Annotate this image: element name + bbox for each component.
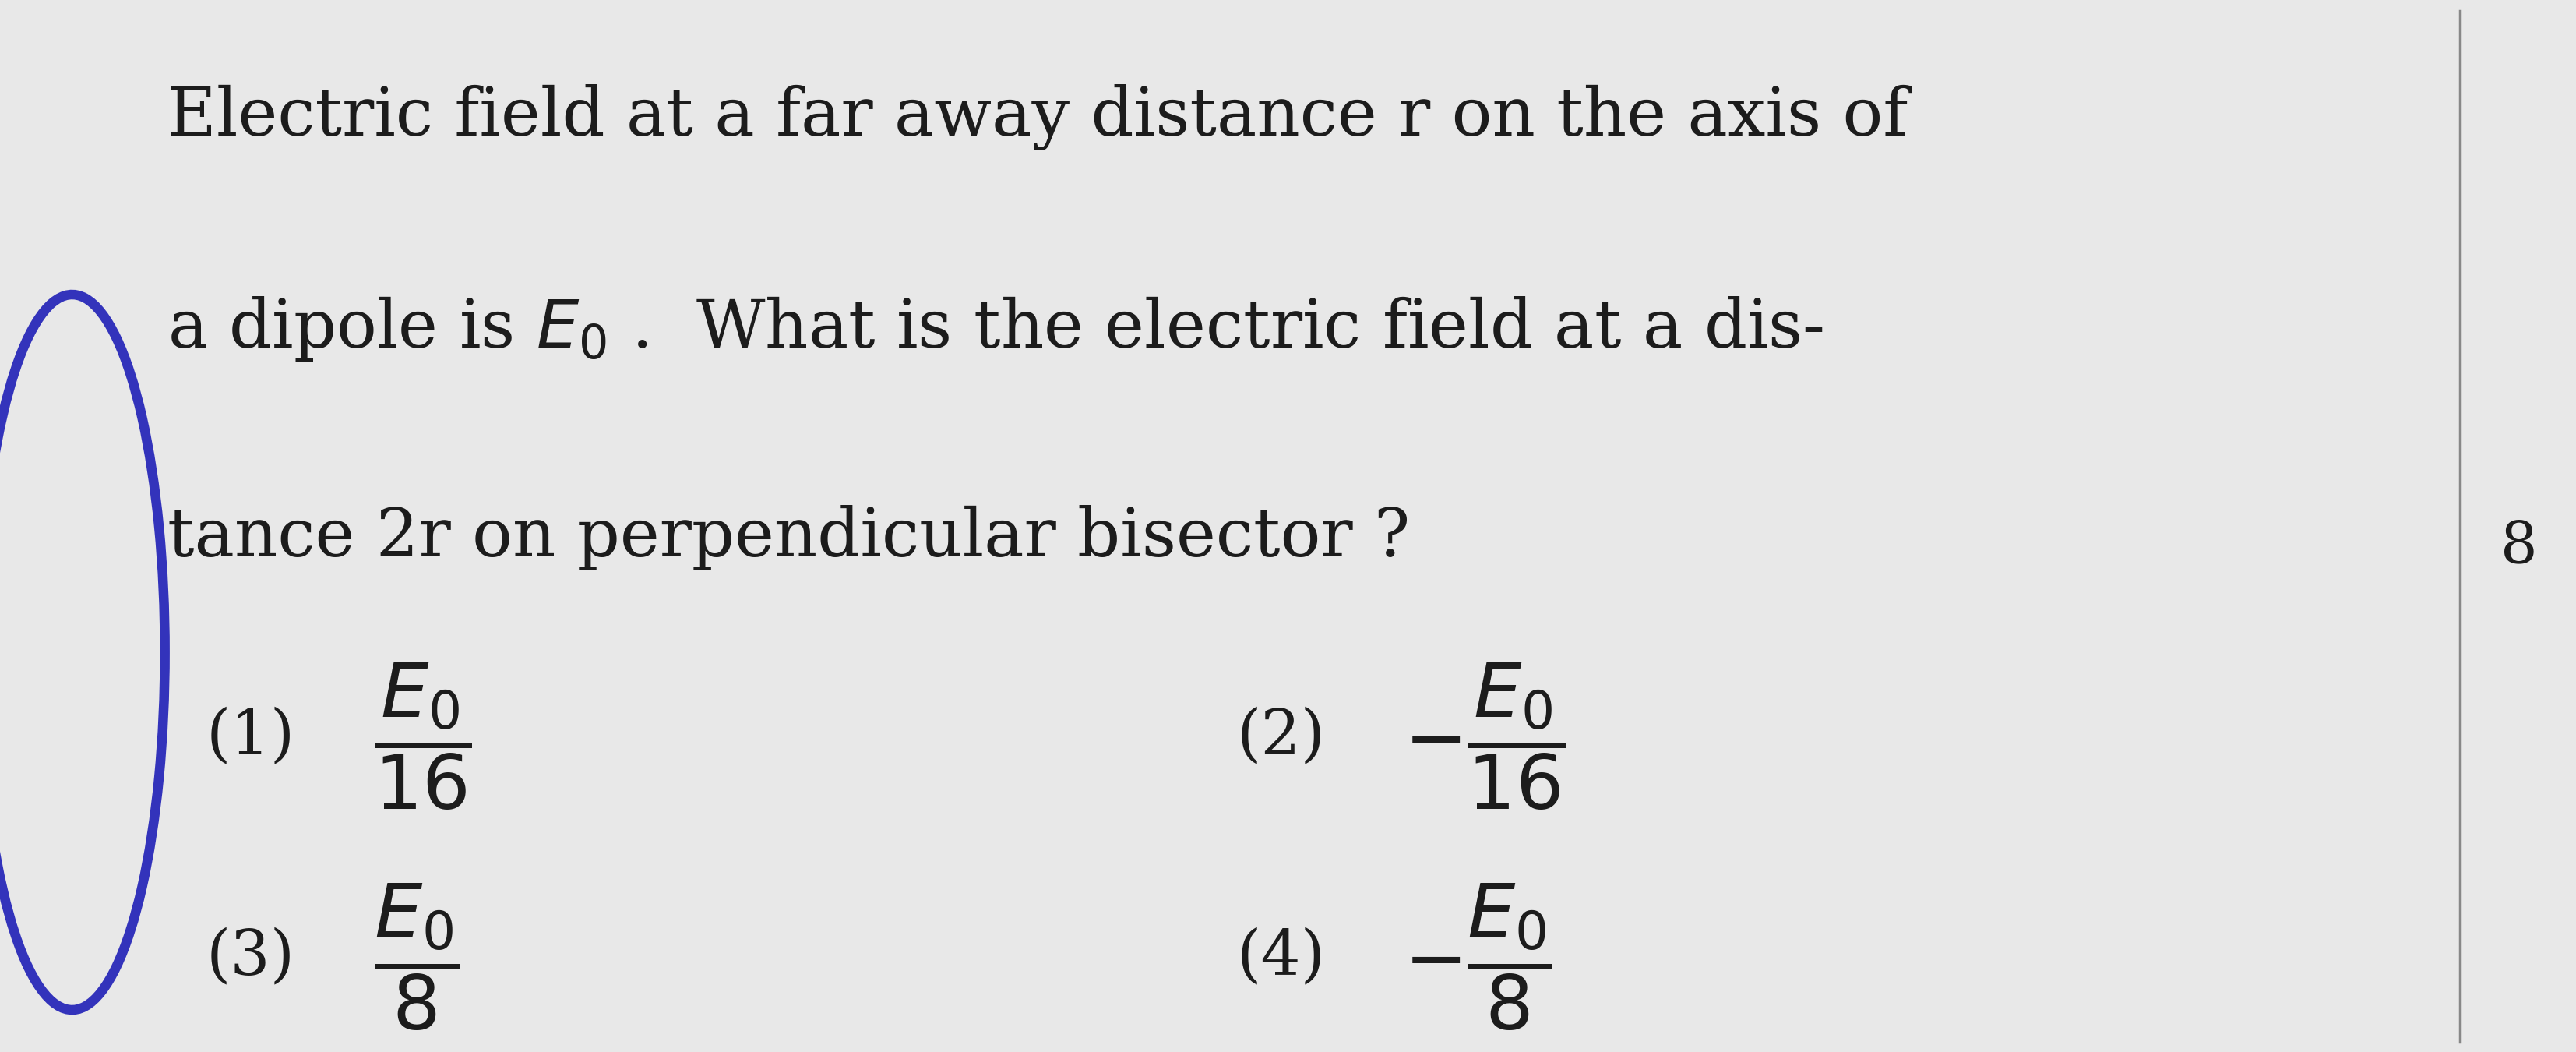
Text: $-\dfrac{E_0}{8}$: $-\dfrac{E_0}{8}$ [1404, 882, 1553, 1033]
Text: tance 2r on perpendicular bisector ?: tance 2r on perpendicular bisector ? [167, 505, 1409, 570]
Text: Electric field at a far away distance r on the axis of: Electric field at a far away distance r … [167, 84, 1909, 150]
Text: $\dfrac{E_0}{16}$: $\dfrac{E_0}{16}$ [374, 661, 471, 812]
Text: (4): (4) [1236, 927, 1327, 988]
Text: 8: 8 [2501, 519, 2537, 575]
Text: a dipole is $E_0$ .  What is the electric field at a dis-: a dipole is $E_0$ . What is the electric… [167, 295, 1824, 363]
Text: $-\dfrac{E_0}{16}$: $-\dfrac{E_0}{16}$ [1404, 661, 1566, 812]
Text: (3): (3) [206, 927, 296, 988]
Text: $\dfrac{E_0}{8}$: $\dfrac{E_0}{8}$ [374, 882, 459, 1033]
Text: (2): (2) [1236, 706, 1327, 767]
Text: (1): (1) [206, 706, 296, 767]
